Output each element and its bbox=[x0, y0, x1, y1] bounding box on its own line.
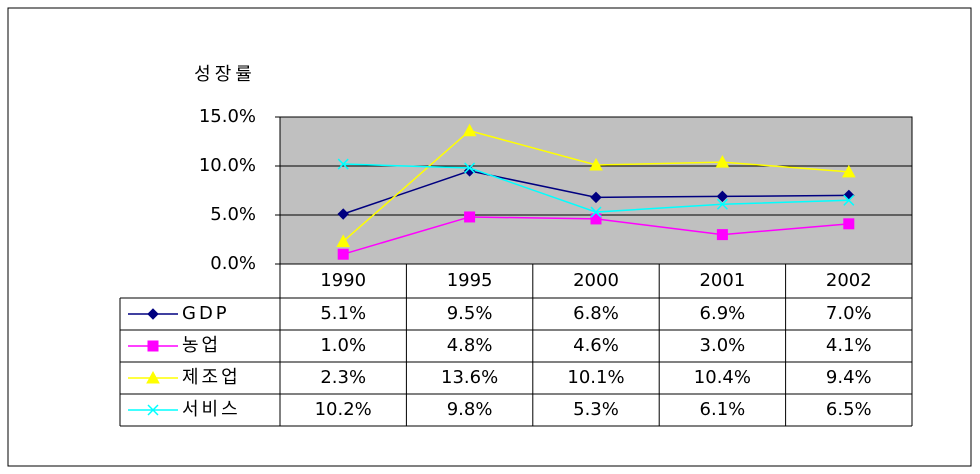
table-value: 3.0% bbox=[700, 335, 746, 356]
marker bbox=[590, 213, 602, 225]
x-tick-label: 1995 bbox=[447, 270, 493, 291]
chart-title: 성장률 bbox=[194, 64, 256, 85]
table-value: 4.6% bbox=[573, 335, 619, 356]
table-value: 9.8% bbox=[447, 399, 493, 420]
table-value: 2.3% bbox=[320, 367, 366, 388]
marker bbox=[715, 155, 730, 168]
table-value: 4.1% bbox=[826, 335, 872, 356]
x-tick-label: 1990 bbox=[320, 270, 366, 291]
marker bbox=[464, 211, 476, 223]
table-value: 10.2% bbox=[315, 399, 372, 420]
marker bbox=[464, 162, 476, 174]
marker bbox=[337, 248, 349, 260]
marker bbox=[147, 340, 159, 352]
marker bbox=[336, 234, 351, 247]
table-value: 4.8% bbox=[447, 335, 493, 356]
legend-label: 서비스 bbox=[182, 399, 241, 420]
marker bbox=[589, 157, 603, 171]
marker bbox=[716, 229, 728, 241]
table-value: 6.5% bbox=[826, 399, 872, 420]
table-value: 9.4% bbox=[826, 367, 872, 388]
legend-label: 농업 bbox=[182, 335, 221, 356]
y-tick-label: 15.0% bbox=[199, 106, 256, 127]
marker bbox=[146, 370, 160, 384]
table-value: 5.1% bbox=[320, 303, 366, 324]
table-value: 5.3% bbox=[573, 399, 619, 420]
y-tick-label: 10.0% bbox=[199, 155, 256, 176]
y-tick-label: 0.0% bbox=[210, 253, 256, 274]
x-tick-label: 2000 bbox=[573, 270, 619, 291]
table-value: 7.0% bbox=[826, 303, 872, 324]
table-value: 10.1% bbox=[567, 367, 624, 388]
marker bbox=[716, 198, 728, 210]
table-value: 6.9% bbox=[700, 303, 746, 324]
table-value: 13.6% bbox=[441, 367, 498, 388]
x-tick-label: 2002 bbox=[826, 270, 872, 291]
marker bbox=[841, 164, 856, 178]
marker bbox=[716, 190, 729, 203]
marker bbox=[590, 191, 602, 204]
marker bbox=[843, 194, 855, 206]
marker bbox=[590, 206, 602, 218]
y-tick-label: 5.0% bbox=[210, 204, 256, 225]
table-value: 1.0% bbox=[320, 335, 366, 356]
legend-label: GDP bbox=[182, 303, 230, 324]
table-value: 10.4% bbox=[694, 367, 751, 388]
table-value: 9.5% bbox=[447, 303, 493, 324]
marker bbox=[147, 404, 159, 416]
table-value: 6.1% bbox=[700, 399, 746, 420]
marker bbox=[147, 308, 159, 320]
x-tick-label: 2001 bbox=[699, 270, 745, 291]
marker bbox=[462, 123, 477, 137]
table-value: 6.8% bbox=[573, 303, 619, 324]
marker bbox=[843, 218, 855, 230]
plot-area bbox=[279, 116, 913, 265]
marker bbox=[337, 158, 349, 170]
legend-label: 제조업 bbox=[182, 367, 241, 388]
marker bbox=[337, 208, 349, 220]
